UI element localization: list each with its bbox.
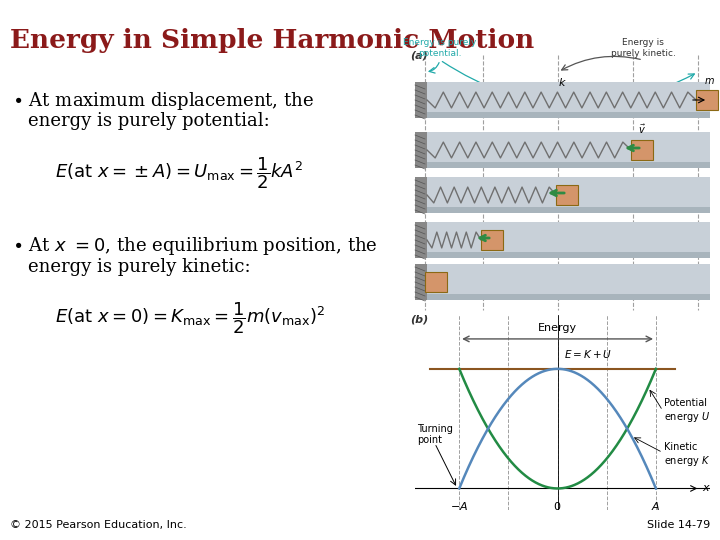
FancyBboxPatch shape [556,185,578,205]
Text: Kinetic
energy $K$: Kinetic energy $K$ [664,442,710,468]
Text: Energy: Energy [538,323,577,333]
Text: Energy is: Energy is [622,38,664,47]
FancyBboxPatch shape [696,90,718,110]
Text: $0$: $0$ [554,501,562,512]
Text: (b): (b) [410,315,428,325]
Text: $k$: $k$ [557,76,567,88]
Text: $x$: $x$ [710,95,719,105]
Text: $\vec{v}$: $\vec{v}$ [638,123,646,136]
FancyBboxPatch shape [425,272,447,292]
FancyBboxPatch shape [415,132,710,168]
FancyBboxPatch shape [415,82,710,118]
Text: $E(\mathrm{at}\ x = \pm A) = U_{\mathrm{max}} = \dfrac{1}{2}kA^2$: $E(\mathrm{at}\ x = \pm A) = U_{\mathrm{… [55,155,303,191]
Text: purely kinetic.: purely kinetic. [611,49,675,58]
FancyBboxPatch shape [415,264,710,300]
Text: energy is purely potential:: energy is purely potential: [28,112,270,130]
Text: (a): (a) [410,50,428,60]
Text: energy is purely kinetic:: energy is purely kinetic: [28,258,251,276]
FancyBboxPatch shape [415,162,710,168]
FancyBboxPatch shape [415,207,710,213]
Text: Energy in Simple Harmonic Motion: Energy in Simple Harmonic Motion [10,28,534,53]
Text: Turning
point: Turning point [417,424,453,446]
Text: $\bullet$ At maximum displacement, the: $\bullet$ At maximum displacement, the [12,90,314,112]
FancyBboxPatch shape [415,112,710,118]
Text: © 2015 Pearson Education, Inc.: © 2015 Pearson Education, Inc. [10,520,186,530]
FancyBboxPatch shape [415,222,710,258]
FancyBboxPatch shape [631,140,653,160]
Text: $m$: $m$ [703,76,714,86]
Text: Energy is purely: Energy is purely [403,38,477,47]
Text: $\bullet$ At $x$ $= 0$, the equilibrium position, the: $\bullet$ At $x$ $= 0$, the equilibrium … [12,235,377,257]
FancyBboxPatch shape [415,252,710,258]
FancyBboxPatch shape [415,222,427,258]
Text: potential.: potential. [418,49,462,58]
FancyBboxPatch shape [415,294,710,300]
Text: Slide 14-79: Slide 14-79 [647,520,710,530]
FancyBboxPatch shape [415,82,427,118]
Text: $-A$: $-A$ [450,501,468,512]
FancyBboxPatch shape [481,230,503,250]
Text: $x$: $x$ [702,483,711,494]
FancyBboxPatch shape [415,132,427,168]
Text: $E = K + U$: $E = K + U$ [564,348,613,361]
FancyBboxPatch shape [415,264,427,300]
Text: Potential
energy $U$: Potential energy $U$ [664,397,710,424]
FancyBboxPatch shape [415,177,427,213]
Text: $A$: $A$ [651,501,661,512]
FancyBboxPatch shape [415,177,710,213]
Text: $E(\mathrm{at}\ x = 0) = K_{\mathrm{max}} = \dfrac{1}{2}m(v_{\mathrm{max}})^2$: $E(\mathrm{at}\ x = 0) = K_{\mathrm{max}… [55,300,325,336]
